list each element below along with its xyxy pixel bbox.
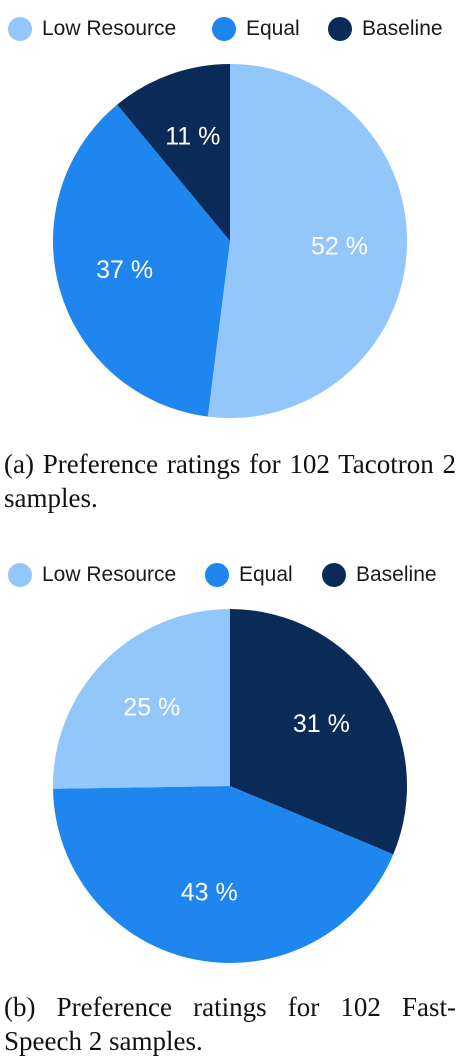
legend-label-low-resource: Low Resource	[42, 563, 177, 586]
pie-slice-baseline	[117, 64, 230, 241]
slice-label-low-resource: 25 %	[123, 694, 180, 722]
pie-slice-baseline	[230, 609, 408, 855]
slice-label-low-resource: 52 %	[311, 233, 368, 261]
slice-label-baseline: 11 %	[165, 122, 220, 150]
slice-label-baseline: 31 %	[293, 710, 350, 738]
legend-swatch-baseline	[322, 563, 346, 587]
legend-label-baseline: Baseline	[356, 563, 437, 586]
pie-chart-b: 31 % 43 % 25 %	[52, 609, 408, 964]
legend-item-low-resource: Low Resource	[8, 557, 176, 593]
legend-swatch-low-resource	[8, 17, 32, 41]
pie-slice-equal	[53, 786, 394, 964]
caption-a: (a) Preference ratings for 102 Tacotron …	[4, 449, 456, 513]
legend-swatch-baseline	[328, 17, 352, 41]
pie-slice-low-resource	[52, 609, 231, 789]
legend-item-baseline: Baseline	[328, 11, 443, 47]
pie-slice-low-resource	[207, 63, 408, 418]
legend-a: Low Resource Equal Baseline	[0, 11, 464, 47]
caption-b: (b) Preference ratings for 102 Fast-Spee…	[4, 992, 456, 1056]
legend-label-low-resource: Low Resource	[42, 17, 177, 40]
pie-chart-a: 52 % 37 % 11 %	[53, 63, 408, 418]
legend-swatch-equal	[205, 563, 229, 587]
legend-label-equal: Equal	[246, 17, 300, 40]
legend-b: Low Resource Equal Baseline	[0, 557, 464, 593]
legend-item-equal: Equal	[205, 557, 293, 593]
slice-label-equal: 43 %	[181, 878, 238, 906]
legend-label-baseline: Baseline	[362, 17, 443, 40]
legend-swatch-low-resource	[8, 563, 32, 587]
legend-label-equal: Equal	[239, 563, 293, 586]
legend-item-low-resource: Low Resource	[8, 11, 176, 47]
legend-item-equal: Equal	[212, 11, 300, 47]
legend-swatch-equal	[212, 17, 236, 41]
slice-label-equal: 37 %	[96, 256, 153, 284]
pie-slice-equal	[53, 104, 230, 417]
legend-item-baseline: Baseline	[322, 557, 437, 593]
